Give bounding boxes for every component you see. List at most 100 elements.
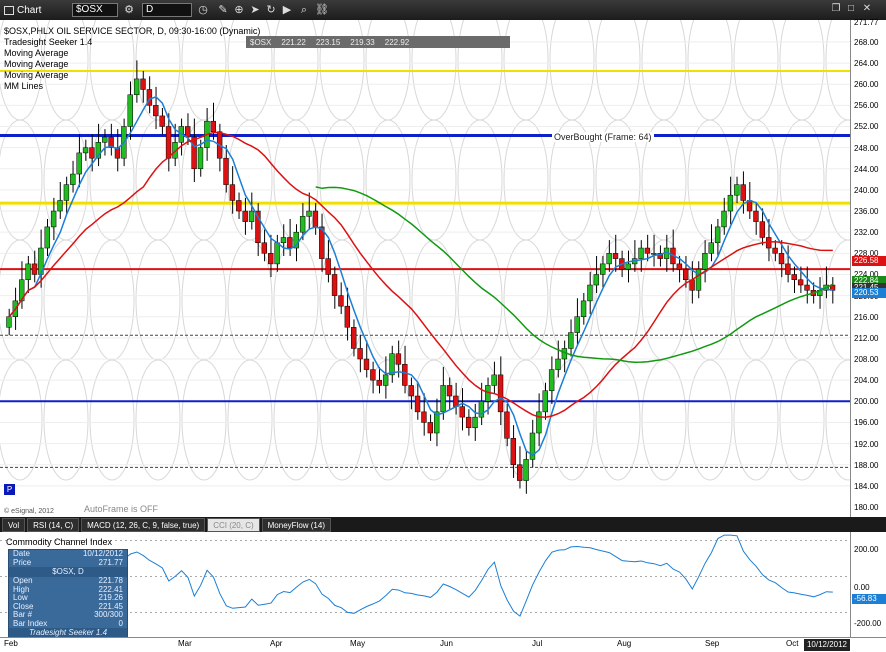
candle-body: [593, 274, 600, 286]
dw-bar-label: Bar #: [13, 610, 33, 619]
bg-ellipse: [503, 239, 549, 361]
candle-body: [293, 231, 299, 249]
dw-close-label: Close: [13, 601, 34, 611]
candle-body: [772, 247, 778, 254]
bg-ellipse: [89, 359, 135, 481]
bg-ellipse: [687, 359, 733, 481]
bg-ellipse: [641, 359, 687, 481]
month-label: Oct: [786, 639, 799, 648]
zoom-icon[interactable]: ⊕: [234, 4, 244, 16]
restore-icon[interactable]: ❐: [831, 3, 841, 14]
bg-ellipse: [0, 119, 43, 241]
cci-title: Commodity Channel Index: [6, 537, 113, 547]
price-axis[interactable]: 271.77 268.00 264.00 260.00 256.00 252.00 248.…: [850, 18, 886, 517]
symbol-input[interactable]: $OSX: [72, 3, 118, 17]
candle-body: [459, 406, 465, 418]
cci-chart-svg: [0, 534, 850, 617]
price-tick: 196.00: [854, 418, 879, 428]
candle-body: [229, 184, 236, 201]
candle-body: [734, 184, 740, 196]
candle-body: [153, 105, 159, 117]
cursor-icon[interactable]: ➤: [250, 4, 260, 16]
price-tick: 208.00: [854, 355, 879, 365]
time-axis[interactable]: Feb Mar Apr May Jun Jul Aug Sep Oct 10/1…: [0, 637, 886, 652]
candle-body: [389, 353, 395, 376]
price-chart-pane[interactable]: $OSX,PHLX OIL SERVICE SECTOR, D, 09:30-1…: [0, 20, 850, 517]
candle-body: [427, 422, 434, 434]
price-marker-tag: 226.58: [852, 255, 886, 266]
bg-ellipse: [135, 119, 181, 241]
candle-body: [210, 120, 216, 133]
link-icon[interactable]: ⛓: [315, 4, 329, 16]
tab-cci[interactable]: CCI (20, C): [207, 518, 260, 532]
dw-header: $OSX, D: [9, 567, 127, 577]
candle-body: [331, 274, 338, 296]
price-marker-tag: 222.84: [852, 275, 886, 286]
price-tick: 232.00: [854, 228, 879, 238]
ma-slow-line: [8, 131, 833, 418]
tab-macd[interactable]: MACD (12, 26, C, 9, false, true): [81, 518, 206, 532]
dw-barindex-row: Bar Index 0: [9, 619, 127, 629]
candle-body: [638, 247, 644, 259]
magnifier-icon[interactable]: ⌕: [300, 4, 308, 16]
bg-ellipse: [733, 359, 779, 481]
symbol-settings-icon[interactable]: ⚙: [124, 4, 134, 16]
candle-body: [606, 253, 612, 265]
cci-axis[interactable]: 200.00 0.00 -200.00 -56.83: [850, 532, 886, 637]
dw-open-value: 221.78: [98, 576, 123, 585]
candle-body: [504, 411, 510, 439]
candle-body: [248, 210, 255, 222]
candle-body: [797, 279, 804, 286]
candle-body: [491, 374, 497, 386]
dw-high-label: High: [13, 584, 30, 594]
interval-input[interactable]: D: [142, 3, 192, 17]
tab-moneyflow[interactable]: MoneyFlow (14): [261, 518, 331, 532]
candle-body: [338, 295, 344, 307]
play-icon[interactable]: ▶: [282, 4, 292, 16]
refresh-icon[interactable]: ↻: [266, 4, 276, 16]
candle-body: [319, 226, 325, 259]
price-tick: 192.00: [854, 439, 879, 449]
candle-body: [287, 237, 293, 249]
clock-icon[interactable]: ◷: [198, 4, 208, 16]
bg-ellipse: [319, 359, 365, 481]
candle-body: [280, 237, 287, 244]
price-tick: 200.00: [854, 397, 879, 407]
cci-tick-200: 200.00: [854, 545, 879, 554]
maximize-icon[interactable]: □: [847, 3, 855, 14]
tab-rsi[interactable]: RSI (14, C): [27, 518, 80, 532]
p-marker[interactable]: P: [4, 484, 15, 495]
close-icon[interactable]: ✕: [862, 3, 872, 14]
price-tick: 212.00: [854, 333, 879, 343]
cci-pane[interactable]: Commodity Channel Index: [0, 532, 850, 637]
cci-tick-neg200: -200.00: [854, 619, 882, 628]
candle-body: [574, 316, 580, 333]
month-label: Sep: [705, 639, 720, 648]
ohlc-readout: $OSX 221.22 223.15 219.33 222.92: [246, 36, 510, 48]
price-tick: 236.00: [854, 207, 879, 217]
candle-body: [542, 390, 548, 413]
month-label: Apr: [270, 639, 283, 648]
candle-body: [727, 194, 734, 212]
cci-tick-0: 0.00: [854, 583, 870, 592]
candle-body: [453, 395, 459, 407]
draw-pencil-icon[interactable]: ✎: [218, 4, 228, 16]
candle-body: [50, 210, 57, 228]
bg-ellipse: [549, 359, 595, 481]
candle-body: [785, 263, 791, 275]
legend-study-ma3: Moving Average: [4, 70, 69, 80]
bg-ellipse: [181, 239, 227, 361]
tab-vol[interactable]: Vol: [2, 518, 26, 532]
candle-body: [127, 94, 133, 127]
candle-body: [382, 374, 389, 386]
price-tick: 204.00: [854, 376, 879, 386]
bg-ellipse: [411, 119, 457, 241]
bg-ellipse: [43, 239, 89, 361]
bg-ellipse: [825, 239, 850, 361]
legend-study-ma1: Moving Average: [4, 48, 69, 58]
candle-body: [370, 369, 376, 381]
data-window[interactable]: Date 10/12/2012 Price 271.77 $OSX, D Ope…: [8, 549, 128, 652]
dw-price-row: Price 271.77: [9, 558, 127, 568]
bg-ellipse: [43, 359, 89, 481]
candle-body: [63, 184, 70, 201]
